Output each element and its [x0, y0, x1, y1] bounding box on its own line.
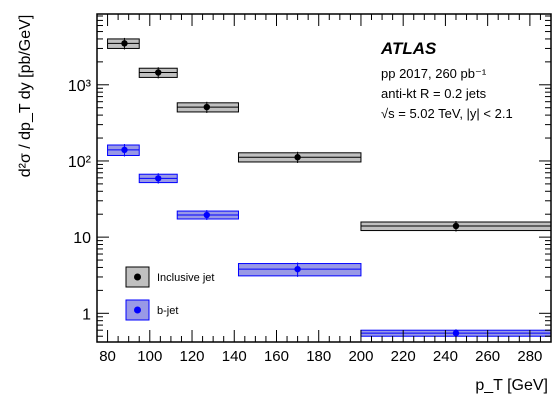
legend-item-bjet: b-jet: [125, 299, 178, 321]
annotation-block: ATLAS pp 2017, 260 pb⁻¹ anti-kt R = 0.2 …: [380, 39, 513, 121]
x-tick-label: 120: [180, 348, 205, 365]
data-point-inclusive-1: [155, 69, 162, 76]
data-point-inclusive-4: [452, 222, 460, 230]
data-point-inclusive-2: [203, 103, 211, 111]
y-tick-label: 10: [73, 230, 91, 247]
data-point-inclusive-3: [294, 154, 301, 161]
energy-rapidity-label: √s = 5.02 TeV, |y| < 2.1: [381, 106, 513, 121]
data-point-bjet-4: [452, 329, 460, 337]
x-tick-label: 160: [264, 348, 289, 365]
y-tick-label: 10³: [68, 78, 92, 95]
x-tick-label: 80: [99, 348, 116, 365]
legend-label-inclusive: Inclusive jet: [157, 272, 214, 284]
data-point-bjet-1: [155, 175, 162, 182]
y-tick-label: 1: [82, 306, 91, 323]
legend: Inclusive jet b-jet: [125, 266, 214, 321]
x-tick-label: 240: [433, 348, 458, 365]
data-point-bjet-0: [121, 146, 128, 154]
x-tick-label: 260: [475, 348, 500, 365]
x-tick-label: 100: [137, 348, 162, 365]
x-tick-label: 280: [517, 348, 542, 365]
x-tick-label: 180: [306, 348, 331, 365]
legend-item-inclusive: Inclusive jet: [125, 266, 214, 288]
y-axis-title: d²σ / dp_T dy [pb/GeV]: [17, 15, 34, 178]
experiment-label: ATLAS: [380, 39, 437, 58]
x-axis-title: p_T [GeV]: [475, 377, 548, 394]
data-point-bjet-3: [294, 265, 301, 273]
axes: 80 100 120 140 160 180 200 220 240 260 280 1 10 10² 10…: [68, 13, 552, 365]
data-point-bjet-2: [203, 211, 211, 219]
legend-marker-inclusive: [134, 273, 141, 281]
x-tick-label: 220: [391, 348, 416, 365]
jet-algorithm-label: anti-kt R = 0.2 jets: [381, 86, 487, 101]
legend-marker-bjet: [134, 306, 141, 314]
legend-label-bjet: b-jet: [157, 305, 178, 317]
dataset-label: pp 2017, 260 pb⁻¹: [381, 66, 487, 81]
data-marks: [107, 37, 552, 338]
y-tick-label: 10²: [68, 154, 92, 171]
x-tick-label: 200: [348, 348, 373, 365]
x-tick-label: 140: [222, 348, 247, 365]
data-point-inclusive-0: [121, 40, 128, 47]
